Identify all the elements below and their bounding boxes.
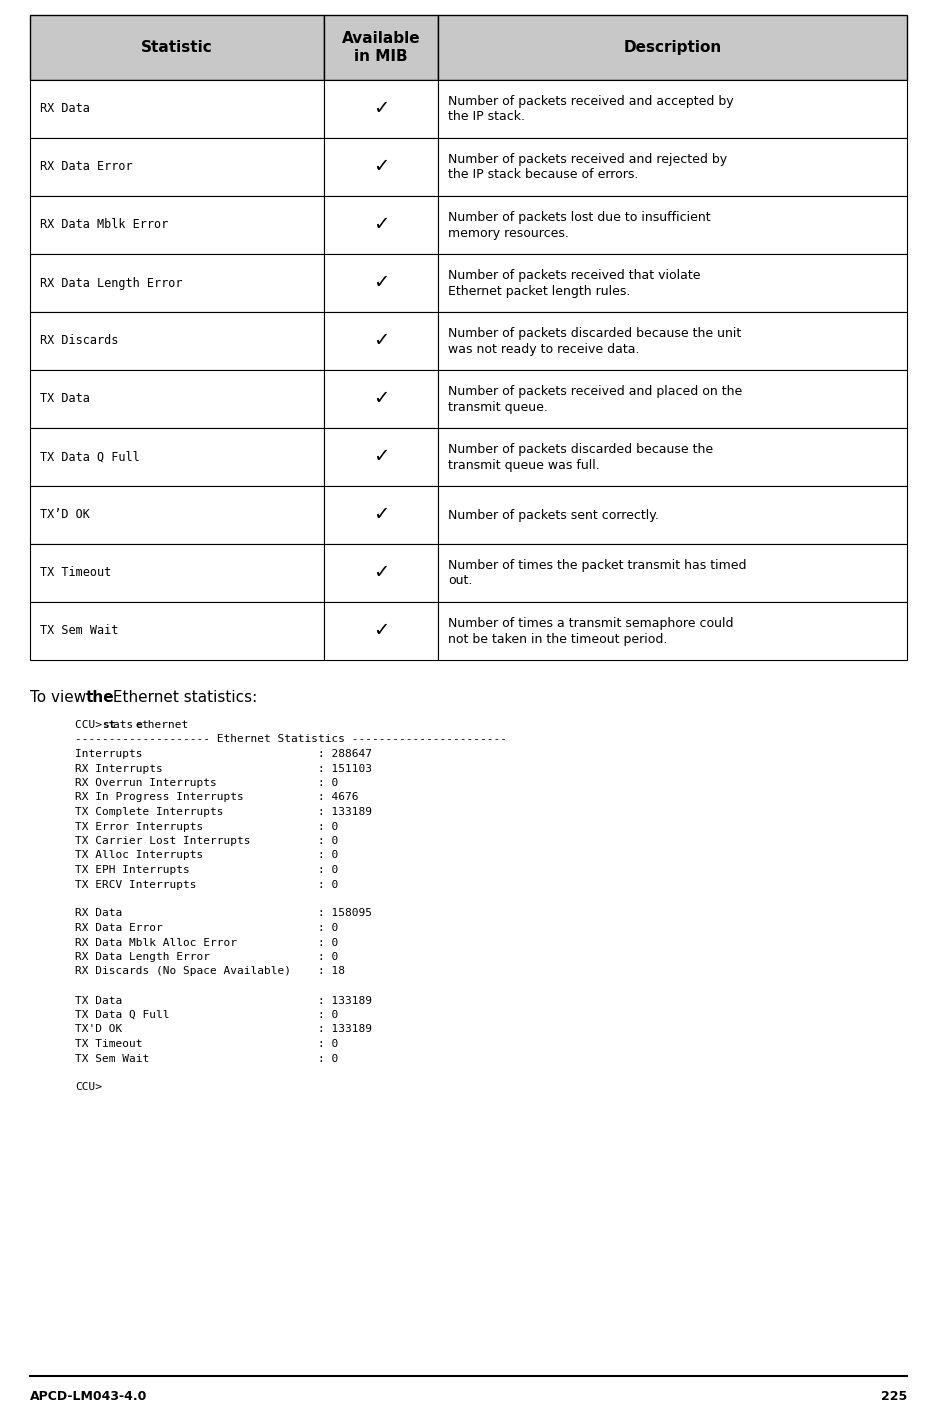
Bar [437,79,906,138]
Text: RX Data: RX Data [40,102,90,115]
Text: TX Timeout: TX Timeout [40,567,111,580]
Bar [437,312,906,370]
Text: RX Discards: RX Discards [40,335,118,347]
Text: ✓: ✓ [373,274,388,292]
Text: RX Data Mblk Error: RX Data Mblk Error [40,218,168,231]
Bar [324,312,437,370]
Bar [437,138,906,196]
Text: RX Overrun Interrupts               : 0: RX Overrun Interrupts : 0 [75,778,338,788]
Text: TX Complete Interrupts              : 133189: TX Complete Interrupts : 133189 [75,807,372,817]
Text: ✓: ✓ [373,448,388,467]
Text: Ethernet statistics:: Ethernet statistics: [108,691,257,705]
Bar [30,545,324,603]
Text: RX Data                             : 158095: RX Data : 158095 [75,909,372,919]
Text: ✓: ✓ [373,157,388,176]
Bar [437,370,906,428]
Bar [324,138,437,196]
Text: Number of packets sent correctly.: Number of packets sent correctly. [447,509,658,522]
Text: TX Error Interrupts                 : 0: TX Error Interrupts : 0 [75,821,338,831]
Bar [437,428,906,486]
Bar [324,196,437,254]
Text: TX Data Q Full                      : 0: TX Data Q Full : 0 [75,1010,338,1020]
Text: RX Discards (No Space Available)    : 18: RX Discards (No Space Available) : 18 [75,967,344,977]
Text: the: the [86,691,114,705]
Bar [30,312,324,370]
Text: TX Timeout                          : 0: TX Timeout : 0 [75,1039,338,1049]
Text: Number of packets lost due to insufficient
memory resources.: Number of packets lost due to insufficie… [447,210,709,240]
Text: TX EPH Interrupts                   : 0: TX EPH Interrupts : 0 [75,865,338,875]
Bar [324,16,437,79]
Bar [437,16,906,79]
Text: 225: 225 [880,1390,906,1402]
Bar [437,254,906,312]
Text: TX Sem Wait                         : 0: TX Sem Wait : 0 [75,1054,338,1064]
Text: Number of packets discarded because the unit
was not ready to receive data.: Number of packets discarded because the … [447,326,740,356]
Text: Number of times a transmit semaphore could
not be taken in the timeout period.: Number of times a transmit semaphore cou… [447,617,733,645]
Text: TX’D OK: TX’D OK [40,509,90,522]
Text: thernet: thernet [140,720,188,730]
Bar [324,428,437,486]
Text: RX Data Error                       : 0: RX Data Error : 0 [75,923,338,933]
Bar [437,196,906,254]
Text: ats: ats [113,720,140,730]
Bar [30,254,324,312]
Bar [437,486,906,545]
Text: CCU>: CCU> [75,720,109,730]
Text: Interrupts                          : 288647: Interrupts : 288647 [75,749,372,759]
Text: ✓: ✓ [373,390,388,408]
Bar [30,79,324,138]
Text: Number of packets received that violate
Ethernet packet length rules.: Number of packets received that violate … [447,268,699,298]
Text: TX Sem Wait: TX Sem Wait [40,624,118,638]
Bar [324,254,437,312]
Text: RX Interrupts                       : 151103: RX Interrupts : 151103 [75,763,372,773]
Text: ✓: ✓ [373,99,388,119]
Bar [324,486,437,545]
Bar [324,603,437,659]
Text: TX Carrier Lost Interrupts          : 0: TX Carrier Lost Interrupts : 0 [75,837,338,847]
Text: TX'D OK                             : 133189: TX'D OK : 133189 [75,1024,372,1035]
Text: Number of times the packet transmit has timed
out.: Number of times the packet transmit has … [447,559,745,587]
Text: -------------------- Ethernet Statistics -----------------------: -------------------- Ethernet Statistics… [75,735,506,744]
Text: To view: To view [30,691,91,705]
Bar [30,196,324,254]
Bar [324,545,437,603]
Text: CCU>: CCU> [75,1082,102,1092]
Text: ✓: ✓ [373,332,388,350]
Bar [30,370,324,428]
Text: RX Data Length Error                : 0: RX Data Length Error : 0 [75,951,338,961]
Text: Description: Description [622,40,721,55]
Text: ✓: ✓ [373,621,388,641]
Bar [324,370,437,428]
Text: st: st [102,720,116,730]
Text: Number of packets discarded because the
transmit queue was full.: Number of packets discarded because the … [447,442,712,472]
Text: Number of packets received and accepted by
the IP stack.: Number of packets received and accepted … [447,95,733,123]
Text: TX Data: TX Data [40,393,90,406]
Bar [30,428,324,486]
Text: Number of packets received and rejected by
the IP stack because of errors.: Number of packets received and rejected … [447,153,726,182]
Bar [30,603,324,659]
Text: RX In Progress Interrupts           : 4676: RX In Progress Interrupts : 4676 [75,793,358,803]
Bar [437,545,906,603]
Text: RX Data Length Error: RX Data Length Error [40,277,183,289]
Text: TX ERCV Interrupts                  : 0: TX ERCV Interrupts : 0 [75,879,338,889]
Text: RX Data Mblk Alloc Error            : 0: RX Data Mblk Alloc Error : 0 [75,937,338,947]
Text: ✓: ✓ [373,505,388,525]
Text: ✓: ✓ [373,216,388,234]
Text: RX Data Error: RX Data Error [40,160,133,173]
Text: Number of packets received and placed on the
transmit queue.: Number of packets received and placed on… [447,384,741,414]
Bar [30,486,324,545]
Bar [324,79,437,138]
Text: TX Alloc Interrupts                 : 0: TX Alloc Interrupts : 0 [75,851,338,861]
Text: ✓: ✓ [373,563,388,583]
Text: TX Data                             : 133189: TX Data : 133189 [75,995,372,1005]
Text: APCD-LM043-4.0: APCD-LM043-4.0 [30,1390,147,1402]
Bar [437,603,906,659]
Text: Available
in MIB: Available in MIB [341,31,419,64]
Bar [30,138,324,196]
Bar [30,16,324,79]
Text: e: e [136,720,142,730]
Text: Statistic: Statistic [141,40,212,55]
Text: TX Data Q Full: TX Data Q Full [40,451,139,464]
